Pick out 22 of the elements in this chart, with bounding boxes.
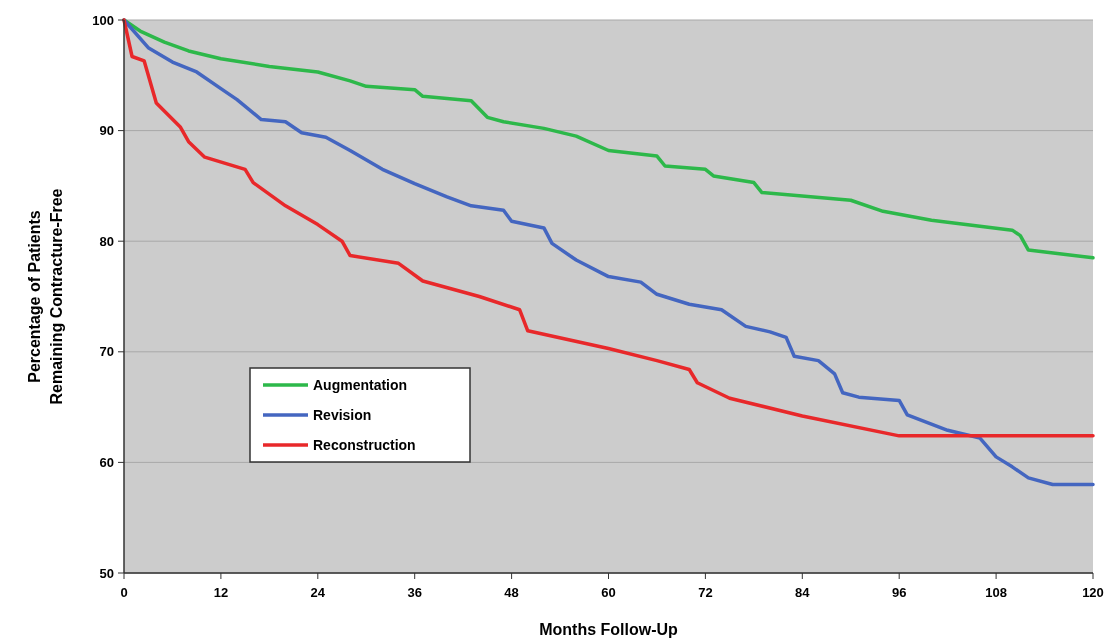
y-tick-label: 50	[99, 565, 114, 581]
y-tick-label: 60	[99, 454, 114, 470]
x-tick-label: 12	[213, 585, 229, 600]
y-tick-label: 70	[99, 344, 114, 360]
x-tick-label: 96	[891, 585, 907, 600]
x-tick-label: 60	[601, 585, 616, 600]
y-tick-label: 80	[99, 233, 114, 249]
y-axis-title: Percentage of Patients Remaining Contracture-Free	[26, 188, 65, 405]
legend-label: Revision	[313, 406, 372, 423]
x-tick-label: 0	[120, 585, 128, 600]
legend-label: Reconstruction	[313, 436, 416, 453]
x-tick-label: 48	[504, 585, 519, 600]
x-tick-label: 36	[407, 585, 422, 600]
y-tick-label: 100	[92, 12, 114, 28]
x-tick-label: 120	[1082, 585, 1104, 600]
x-tick-label: 108	[985, 585, 1007, 600]
x-tick-label: 84	[795, 585, 811, 600]
legend-label: Augmentation	[313, 376, 408, 393]
x-tick-label: 72	[698, 585, 713, 600]
x-tick-label: 24	[310, 585, 326, 600]
x-axis-title: Months Follow-Up	[539, 621, 679, 638]
y-tick-label: 90	[99, 123, 114, 139]
